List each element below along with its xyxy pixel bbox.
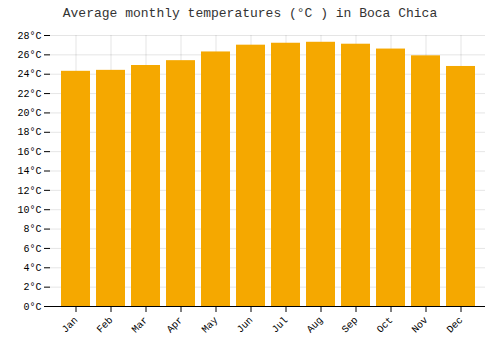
svg-text:8°C: 8°C [23, 224, 41, 235]
svg-text:Apr: Apr [165, 315, 186, 336]
svg-text:0°C: 0°C [23, 302, 41, 313]
svg-text:22°C: 22°C [17, 89, 41, 100]
svg-text:12°C: 12°C [17, 186, 41, 197]
svg-text:14°C: 14°C [17, 166, 41, 177]
svg-text:Oct: Oct [375, 315, 396, 336]
svg-text:6°C: 6°C [23, 244, 41, 255]
svg-text:Aug: Aug [305, 315, 326, 336]
svg-text:28°C: 28°C [17, 31, 41, 42]
svg-text:26°C: 26°C [17, 50, 41, 61]
svg-text:Jun: Jun [235, 315, 256, 336]
svg-text:Nov: Nov [410, 315, 431, 336]
svg-text:Sep: Sep [340, 315, 361, 336]
svg-text:Dec: Dec [445, 315, 466, 336]
html-text:Average monthly temperatures (: Average monthly temperatures (°C ) in Bo… [62, 6, 438, 21]
svg-text:Jul: Jul [270, 315, 291, 336]
svg-text:20°C: 20°C [17, 108, 41, 119]
svg-text:10°C: 10°C [17, 205, 41, 216]
svg-text:Feb: Feb [95, 315, 116, 336]
svg-text:16°C: 16°C [17, 147, 41, 158]
svg-text:May: May [200, 315, 221, 336]
svg-text:4°C: 4°C [23, 263, 41, 274]
svg-text:Jan: Jan [60, 315, 81, 336]
svg-text:2°C: 2°C [23, 282, 41, 293]
svg-text:Mar: Mar [130, 315, 151, 336]
svg-text:24°C: 24°C [17, 69, 41, 80]
svg-text:18°C: 18°C [17, 127, 41, 138]
